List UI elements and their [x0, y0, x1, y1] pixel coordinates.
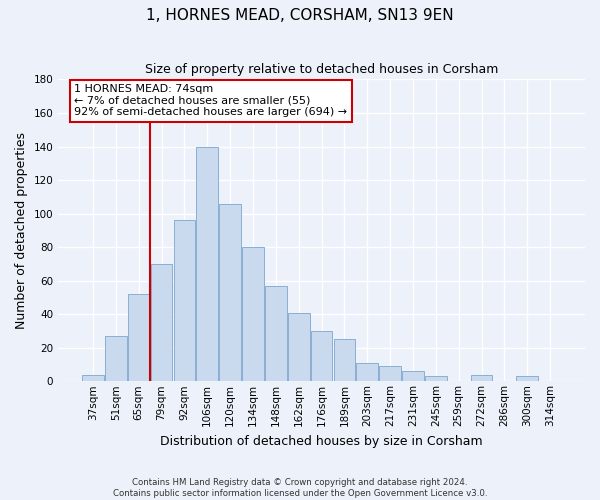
Bar	[173, 220, 195, 382]
Bar	[128, 294, 149, 382]
Bar	[402, 371, 424, 382]
Bar	[219, 204, 241, 382]
Bar	[288, 312, 310, 382]
Bar	[82, 374, 104, 382]
Bar	[151, 264, 172, 382]
Bar	[356, 363, 378, 382]
Bar	[471, 374, 493, 382]
Bar	[425, 376, 447, 382]
X-axis label: Distribution of detached houses by size in Corsham: Distribution of detached houses by size …	[160, 434, 483, 448]
Text: 1 HORNES MEAD: 74sqm
← 7% of detached houses are smaller (55)
92% of semi-detach: 1 HORNES MEAD: 74sqm ← 7% of detached ho…	[74, 84, 347, 117]
Y-axis label: Number of detached properties: Number of detached properties	[15, 132, 28, 329]
Bar	[379, 366, 401, 382]
Bar	[311, 331, 332, 382]
Bar	[517, 376, 538, 382]
Title: Size of property relative to detached houses in Corsham: Size of property relative to detached ho…	[145, 62, 498, 76]
Bar	[334, 340, 355, 382]
Bar	[105, 336, 127, 382]
Text: Contains HM Land Registry data © Crown copyright and database right 2024.
Contai: Contains HM Land Registry data © Crown c…	[113, 478, 487, 498]
Bar	[196, 146, 218, 382]
Bar	[265, 286, 287, 382]
Text: 1, HORNES MEAD, CORSHAM, SN13 9EN: 1, HORNES MEAD, CORSHAM, SN13 9EN	[146, 8, 454, 22]
Bar	[242, 247, 264, 382]
